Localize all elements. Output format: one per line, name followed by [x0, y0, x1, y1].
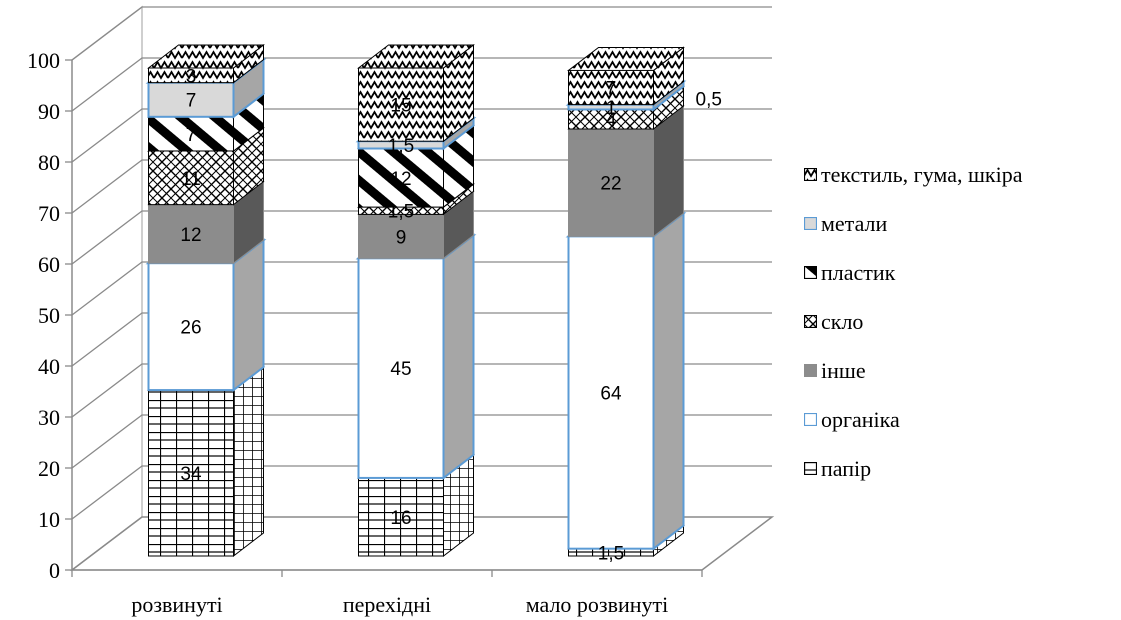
gridline [71, 57, 772, 112]
legend-item: органіка [804, 395, 1114, 444]
data-label: 22 [600, 174, 621, 195]
legend-swatch [804, 462, 817, 475]
data-label: 1 [606, 98, 617, 119]
legend-label: метали [821, 210, 888, 236]
bar-side [233, 366, 264, 558]
legend-swatch [804, 217, 817, 230]
legend-label: текстиль, гума, шкіра [821, 161, 1023, 187]
data-label: 34 [180, 464, 202, 485]
legend-swatch [804, 266, 817, 279]
y-tick-label: 30 [38, 405, 60, 430]
legend-item: інше [804, 346, 1114, 395]
legend-item: метали [804, 199, 1114, 248]
legend-swatch [804, 315, 817, 328]
bar-front [358, 477, 444, 557]
data-label: 7 [606, 79, 617, 100]
bar-side [232, 238, 265, 393]
y-tick-label: 90 [38, 99, 60, 124]
y-tick-label: 50 [38, 303, 60, 328]
legend-item: папір [804, 444, 1114, 493]
data-label: 26 [180, 318, 201, 339]
axes: 0 10 20 30 40 50 60 70 80 90 100 розвинуті перехідні… [27, 48, 703, 617]
data-label: 3 [186, 66, 197, 87]
data-label: 4 [606, 110, 617, 131]
y-tick-label: 80 [38, 150, 60, 175]
bar-front [568, 69, 654, 106]
legend-item: скло [804, 297, 1114, 346]
y-tick-label: 60 [38, 252, 60, 277]
data-label: 45 [390, 359, 411, 380]
legend-swatch [804, 413, 817, 426]
bar-front [148, 389, 234, 557]
legend-label: папір [821, 455, 872, 481]
legend-swatch [804, 364, 817, 377]
legend-label: інше [821, 357, 866, 383]
bar-front [358, 67, 444, 142]
annotation-label: 0,5 [696, 89, 722, 110]
bar-segment [565, 211, 687, 551]
y-tick-label: 40 [38, 354, 60, 379]
data-label: 1,5 [388, 202, 414, 223]
bar-segment [147, 366, 265, 558]
gridline [71, 363, 772, 418]
bar-front [148, 67, 234, 84]
data-label: 7 [186, 91, 197, 112]
data-label: 15 [390, 96, 411, 117]
gridline [71, 312, 772, 367]
data-label: 11 [181, 169, 201, 190]
y-tick-label: 70 [38, 201, 60, 226]
gridline [71, 210, 772, 265]
y-tick-label: 0 [49, 558, 60, 583]
gridline [71, 414, 772, 469]
x-category-label: мало розвинуті [526, 592, 669, 617]
legend-item: пластик [804, 248, 1114, 297]
data-label: 1,5 [388, 136, 414, 157]
x-category-label: розвинуті [131, 592, 222, 617]
gridlines [71, 6, 772, 520]
legend: текстиль, гума, шкіра метали пластик скло ін… [804, 150, 1114, 493]
bar-side [442, 233, 475, 480]
data-label: 9 [396, 227, 407, 248]
y-tick-label: 10 [38, 507, 60, 532]
bar-segment [147, 43, 265, 84]
data-label: 12 [390, 169, 411, 190]
bar-front [357, 257, 445, 479]
bar-segment [357, 43, 475, 143]
legend-label: скло [821, 308, 864, 334]
legend-label: органіка [821, 406, 900, 432]
data-label: 7 [186, 125, 197, 146]
bar-front [147, 262, 235, 392]
gridline [71, 159, 772, 214]
bar-front [567, 235, 655, 550]
bar-front [148, 116, 234, 152]
bar-side [652, 211, 685, 551]
bars [145, 43, 687, 558]
bar-front [148, 204, 234, 264]
gridline [71, 6, 772, 61]
data-label: 1,5 [598, 543, 624, 564]
bar-front [148, 150, 234, 206]
legend-label: пластик [821, 259, 896, 285]
legend-swatch [804, 168, 817, 181]
bar-segment [567, 104, 685, 238]
data-label: 12 [180, 225, 201, 246]
gridline [71, 465, 772, 520]
x-category-label: перехідні [343, 592, 431, 617]
bar-segment [355, 233, 477, 480]
data-label: 64 [600, 384, 622, 405]
y-tick-label: 100 [27, 48, 60, 73]
data-label: 16 [390, 508, 411, 529]
bar-front [568, 128, 654, 237]
legend-item: текстиль, гума, шкіра [804, 150, 1114, 199]
bar-segment [567, 46, 685, 106]
gridline [71, 261, 772, 316]
gridline [71, 108, 772, 163]
y-tick-label: 20 [38, 456, 60, 481]
